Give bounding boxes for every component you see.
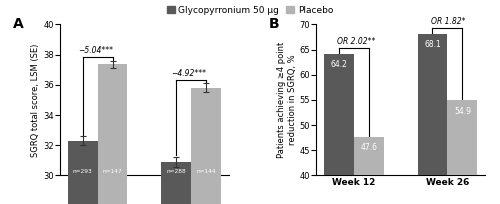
Text: OR 1.82*: OR 1.82*: [430, 17, 465, 26]
Bar: [68, 141, 98, 204]
Text: n=147: n=147: [102, 169, 122, 174]
Text: A: A: [13, 17, 24, 31]
Bar: [98, 64, 128, 204]
Text: B: B: [269, 17, 280, 31]
Bar: [191, 88, 221, 204]
Text: −5.04***: −5.04***: [78, 46, 113, 55]
Text: n=144: n=144: [196, 169, 216, 174]
Text: 54.9: 54.9: [454, 106, 471, 115]
Text: OR 2.02**: OR 2.02**: [337, 37, 376, 46]
Y-axis label: SGRQ total score, LSM (SE): SGRQ total score, LSM (SE): [31, 43, 40, 157]
Text: n=293: n=293: [72, 169, 92, 174]
Bar: [161, 162, 191, 204]
Legend: Glycopyrronium 50 μg, Placebo: Glycopyrronium 50 μg, Placebo: [163, 2, 337, 19]
Text: 47.6: 47.6: [360, 143, 378, 152]
Text: n=288: n=288: [166, 169, 186, 174]
Bar: [448, 100, 478, 204]
Bar: [418, 34, 448, 204]
Bar: [324, 54, 354, 204]
Text: −4.92***: −4.92***: [172, 69, 206, 78]
Text: 64.2: 64.2: [330, 60, 347, 69]
Bar: [354, 137, 384, 204]
Y-axis label: Patients achieving ≥4 point
reduction in SGRQ, %: Patients achieving ≥4 point reduction in…: [278, 42, 296, 158]
Text: 68.1: 68.1: [424, 40, 441, 49]
